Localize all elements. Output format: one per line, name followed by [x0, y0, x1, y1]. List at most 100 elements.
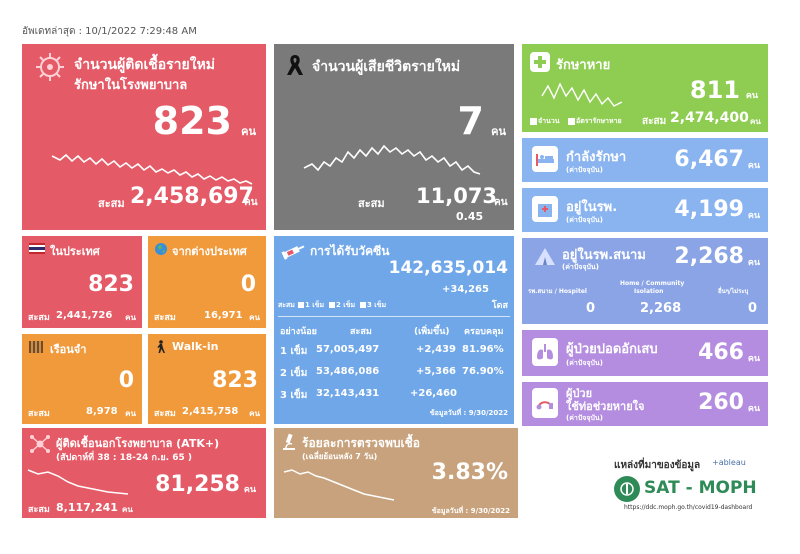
atk-sparkline: [27, 469, 129, 495]
vaccine-legend-swatch-3: [360, 302, 366, 308]
recovered-total: 2,474,400: [670, 110, 749, 126]
vaccine-row-2-cum: 53,486,086: [316, 366, 380, 377]
source-url[interactable]: https://ddc.moph.go.th/covid19-dashboard: [624, 504, 753, 511]
foreign-value: 0: [240, 272, 256, 297]
microscope-icon: [280, 432, 298, 452]
recovered-sparkline: [541, 82, 623, 107]
syringe-icon: [280, 240, 308, 262]
prison-title: เรือนจำ: [50, 343, 87, 356]
recovered-legend-swatch-2: [568, 118, 575, 125]
vaccine-legend-1: 1 เข็ม: [305, 301, 325, 309]
field-hospital-card[interactable]: อยู่ในรพ.สนาม (ค่าปัจจุบัน) 2,268 คน รพ.…: [522, 238, 768, 324]
recovered-total-unit: คน: [750, 117, 761, 126]
thai-total: 2,441,726: [56, 310, 113, 321]
vaccine-header-min: อย่างน้อย: [280, 327, 317, 337]
field-v-hospitel: 0: [586, 301, 596, 316]
vaccine-header-cov: ครอบคลุม: [464, 327, 504, 337]
vaccine-row-1-dose: 1 เข็ม: [280, 346, 308, 357]
ventilator-unit: คน: [747, 404, 760, 414]
globe-icon: [153, 241, 169, 257]
deaths-total-unit: คน: [494, 197, 508, 208]
field-v-other: 0: [748, 301, 758, 316]
vaccine-divider: [278, 316, 510, 317]
foreign-title: จากต่างประเทศ: [172, 245, 247, 258]
vaccine-row-3-dose: 3 เข็ม: [280, 390, 308, 401]
hospital-bed-icon: [532, 146, 558, 172]
foreign-card[interactable]: จากต่างประเทศ 0 สะสม 16,971 คน: [148, 236, 266, 328]
atk-title: ผู้ติดเชื้อนอกโรงพยาบาล (ATK+): [56, 437, 220, 450]
foreign-total: 16,971: [204, 310, 243, 321]
vaccine-asof: ข้อมูลวันที่ : 9/30/2022: [429, 409, 508, 417]
deaths-value: 7: [457, 99, 484, 143]
new-cases-unit: คน: [241, 125, 256, 138]
vaccine-card[interactable]: การได้รับวัคซีน 142,635,014 +34,265 โดส …: [274, 236, 514, 424]
new-cases-sparkline: [51, 153, 253, 185]
vaccine-legend-prefix: สะสม: [278, 301, 295, 309]
vaccine-legend-2: 2 เข็ม: [336, 301, 356, 309]
treating-title: กำลังรักษา: [566, 150, 627, 165]
thai-card[interactable]: ในประเทศ 823 สะสม 2,441,726 คน: [22, 236, 142, 328]
field-v-home: 2,268: [640, 301, 682, 316]
source-label: แหล่งที่มาของข้อมูล: [614, 460, 701, 471]
ventilator-title-1: ผู้ป่วย: [566, 387, 593, 400]
recovered-card[interactable]: รักษาหาย 811 คน จำนวน อัตรารักษาหาย สะสม…: [522, 44, 768, 132]
field-col-other: อื่นๆ/ไม่ระบุ: [718, 288, 749, 295]
atk-total: 8,117,241: [56, 501, 118, 514]
vaccine-row-2-inc: +5,366: [416, 366, 457, 377]
field-col-home-b: Isolation: [634, 288, 664, 295]
recovered-total-label: สะสม: [642, 116, 667, 127]
ventilator-sub: (ค่าปัจจุบัน): [566, 414, 603, 422]
recovered-legend-2: อัตรารักษาหาย: [576, 117, 622, 125]
vaccine-header-cum: สะสม: [350, 327, 372, 337]
vaccine-row-1-cov: 81.96%: [462, 344, 504, 355]
pneumonia-card[interactable]: ผู้ป่วยปอดอักเสบ (ค่าปัจจุบัน) 466 คน: [522, 330, 768, 376]
positivity-asof: ข้อมูลวันที่ : 9/30/2022: [431, 507, 510, 515]
positivity-card[interactable]: ร้อยละการตรวจพบเชื้อ (เฉลี่ยย้อนหลัง 7 ว…: [274, 428, 518, 518]
vaccine-legend-swatch-1: [298, 302, 304, 308]
positivity-sparkline: [283, 469, 395, 501]
ventilator-value: 260: [698, 390, 744, 415]
recovered-title: รักษาหาย: [556, 58, 611, 73]
walkin-card[interactable]: Walk-in 823 สะสม 2,415,758 คน: [148, 334, 266, 424]
medical-cross-icon: [530, 52, 550, 72]
field-col-home-a: Home / Community: [620, 280, 685, 287]
deaths-card[interactable]: จำนวนผู้เสียชีวิตรายใหม่ 7 คน สะสม 11,07…: [274, 44, 514, 230]
atk-value: 81,258: [155, 472, 240, 497]
new-cases-title: จำนวนผู้ติดเชื้อรายใหม่: [74, 57, 216, 73]
pneumonia-title: ผู้ป่วยปอดอักเสบ: [566, 342, 658, 357]
walkin-value: 823: [212, 368, 258, 393]
new-cases-card[interactable]: จำนวนผู้ติดเชื้อรายใหม่ รักษาในโรงพยาบาล…: [22, 44, 266, 230]
source-block: แหล่งที่มาของข้อมูล +ableau SAT - MOPH h…: [580, 452, 770, 518]
walkin-total-label: สะสม: [154, 409, 176, 419]
vaccine-row-2-cov: 76.90%: [462, 366, 504, 377]
vaccine-delta: +34,265: [442, 284, 489, 295]
prison-total-unit: คน: [125, 409, 136, 418]
moph-logo-icon: [614, 476, 640, 502]
jail-icon: [28, 340, 44, 354]
treating-card[interactable]: กำลังรักษา (ค่าปัจจุบัน) 6,467 คน: [522, 138, 768, 182]
atk-card[interactable]: ผู้ติดเชื้อนอกโรงพยาบาล (ATK+) (สัปดาห์ท…: [22, 428, 266, 518]
in-hospital-card[interactable]: อยู่ในรพ. (ค่าปัจจุบัน) 4,199 คน: [522, 188, 768, 232]
ventilator-card[interactable]: ผู้ป่วย ใช้ท่อช่วยหายใจ (ค่าปัจจุบัน) 26…: [522, 382, 768, 426]
new-cases-value: 823: [152, 99, 232, 143]
field-hospital-title: อยู่ในรพ.สนาม: [562, 248, 646, 263]
foreign-total-unit: คน: [249, 313, 260, 322]
prison-value: 0: [118, 368, 134, 393]
vaccine-total: 142,635,014: [388, 258, 508, 278]
last-updated: อัพเดทล่าสุด : 10/1/2022 7:29:48 AM: [22, 26, 197, 37]
deaths-sparkline: [303, 144, 481, 175]
thai-value: 823: [88, 272, 134, 297]
atk-network-icon: [28, 432, 52, 456]
thai-flag-icon: [28, 242, 46, 255]
deaths-rate: 0.45: [456, 210, 484, 223]
ventilator-title-2: ใช้ท่อช่วยหายใจ: [566, 400, 645, 413]
treating-unit: คน: [747, 161, 760, 171]
prison-card[interactable]: เรือนจำ 0 สะสม 8,978 คน: [22, 334, 142, 424]
in-hospital-title: อยู่ในรพ.: [566, 200, 618, 215]
atk-total-unit: คน: [122, 505, 133, 514]
virus-icon: [28, 50, 72, 84]
treating-value: 6,467: [674, 147, 744, 172]
vaccine-row-1-inc: +2,439: [416, 344, 457, 355]
prison-total-label: สะสม: [28, 409, 50, 419]
deaths-title: จำนวนผู้เสียชีวิตรายใหม่: [312, 59, 461, 75]
